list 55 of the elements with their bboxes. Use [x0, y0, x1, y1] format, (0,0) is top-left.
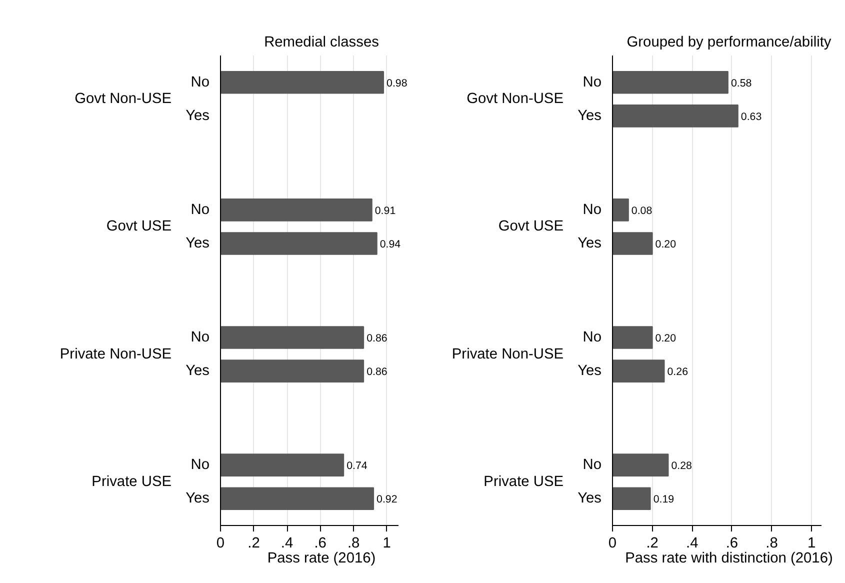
x-tick-label: .6 — [726, 536, 738, 552]
text: Govt Non-USE — [466, 91, 564, 108]
x-tick-label: .8 — [347, 536, 360, 552]
y-tick-label: No — [582, 202, 602, 218]
data-label: 0.28 — [671, 460, 692, 472]
data-label: 0.20 — [655, 332, 676, 344]
data-label: 0.86 — [366, 332, 388, 344]
y-tick-label: Yes — [186, 108, 210, 124]
text: Govt USE — [106, 218, 172, 235]
data-label: 0.19 — [653, 494, 674, 506]
y-tick-label: No — [190, 202, 210, 218]
x-tick-label: 0 — [608, 536, 617, 552]
text: Private USE — [484, 474, 564, 490]
y-tick-label: Yes — [578, 363, 602, 380]
text: Private Non-USE — [60, 346, 172, 362]
data-label: 0.94 — [380, 238, 401, 250]
data-label: 0.74 — [346, 460, 368, 472]
y-tick-label: No — [190, 457, 210, 474]
y-tick-label: No — [582, 457, 602, 474]
y-tick-label: No — [190, 74, 210, 90]
x-tick-label: .4 — [686, 536, 698, 552]
text: Govt USE — [498, 218, 564, 235]
x-axis-title: Pass rate (2016) — [267, 550, 376, 566]
text: Govt Non-USE — [74, 91, 172, 108]
y-tick-label: Yes — [186, 490, 210, 507]
x-tick-label: .6 — [314, 536, 326, 552]
x-tick-label: 1 — [382, 536, 391, 552]
x-tick-label: 1 — [807, 536, 816, 552]
data-label: 0.26 — [667, 366, 688, 378]
x-tick-label: 0 — [216, 536, 225, 552]
y-tick-label: Yes — [186, 363, 210, 380]
y-tick-label: No — [190, 330, 210, 346]
data-label: 0.92 — [376, 494, 398, 506]
data-label: 0.08 — [631, 204, 652, 217]
data-label: 0.63 — [740, 110, 762, 123]
x-tick-label: .8 — [766, 536, 778, 552]
text: Private Non-USE — [452, 346, 564, 362]
data-label: 0.86 — [366, 366, 388, 378]
text: Private USE — [92, 474, 172, 490]
y-tick-label: Yes — [578, 490, 602, 507]
x-tick-label: .4 — [280, 536, 294, 552]
chart-title: Remedial classes — [264, 34, 379, 50]
chart-title: Grouped by performance/ability — [626, 34, 832, 50]
y-tick-label: Yes — [186, 236, 210, 252]
y-tick-label: Yes — [578, 108, 602, 124]
x-axis-title: Pass rate with distinction (2016) — [625, 550, 833, 566]
y-tick-label: No — [582, 74, 602, 90]
y-tick-label: No — [582, 330, 602, 346]
y-tick-label: Yes — [578, 236, 602, 252]
x-tick-label: .2 — [248, 536, 260, 552]
data-label: 0.58 — [730, 77, 752, 90]
data-label: 0.20 — [655, 238, 676, 250]
x-tick-label: .2 — [646, 536, 658, 552]
data-label: 0.98 — [386, 77, 408, 90]
data-label: 0.91 — [374, 204, 396, 217]
